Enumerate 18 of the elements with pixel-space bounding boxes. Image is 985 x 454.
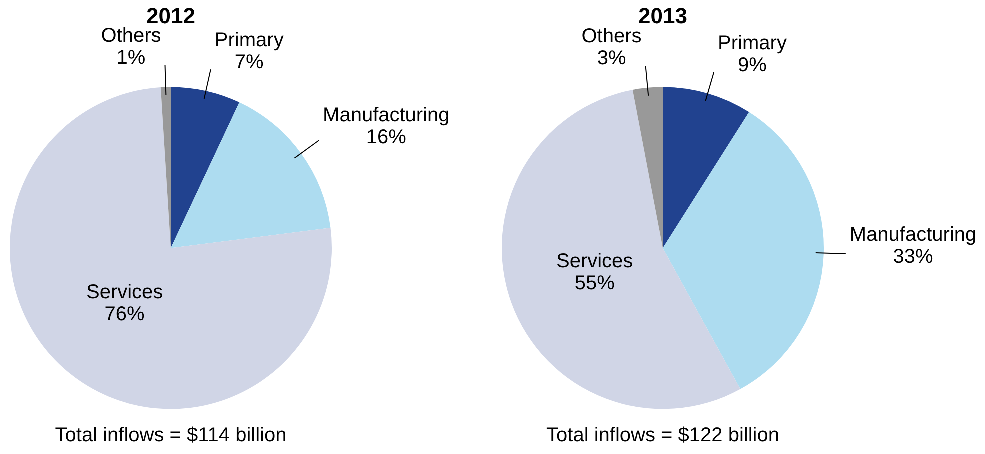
data-label: 16% (366, 126, 407, 148)
slice-label: Others (582, 26, 642, 48)
data-label: 33% (893, 246, 934, 268)
data-label: 55% (574, 272, 616, 294)
slice-label: Services (556, 250, 634, 272)
slice-label: Primary (214, 29, 284, 52)
slice-label: Services (86, 282, 164, 304)
data-label: 76% (104, 304, 146, 326)
slice-label: Manufacturing (850, 224, 977, 246)
data-label: 3% (597, 48, 626, 70)
slice-label: Manufacturing (323, 104, 450, 126)
data-label: 9% (738, 54, 768, 76)
text: Total inflows = $114 billion (55, 424, 287, 447)
data-label: 7% (234, 51, 264, 74)
text: Total inflows = $122 billion (546, 424, 780, 447)
data-label: 1% (116, 46, 146, 69)
slice-label: Primary (718, 32, 787, 54)
chart-title: 2013 (638, 3, 688, 28)
